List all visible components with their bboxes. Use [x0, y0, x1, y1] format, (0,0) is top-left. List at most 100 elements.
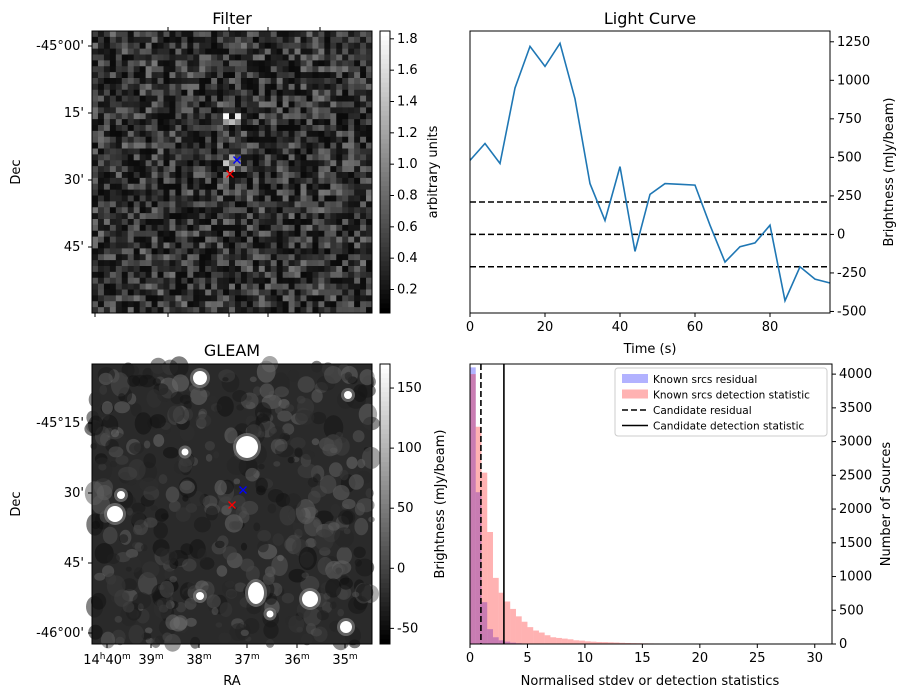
- filter-pixel: [330, 271, 337, 279]
- filter-pixel: [366, 48, 373, 55]
- filter-pixel: [92, 66, 99, 73]
- gleam-noise-blob: [143, 453, 156, 469]
- filter-pixel: [324, 307, 331, 314]
- filter-pixel: [294, 78, 301, 85]
- filter-pixel: [127, 136, 135, 144]
- filter-pixel: [354, 271, 361, 279]
- filter-pixel: [312, 60, 319, 67]
- filter-pixel: [354, 125, 361, 132]
- gleam-noise-blob: [357, 458, 366, 469]
- filter-pixel: [193, 289, 200, 296]
- filter-pixel: [360, 207, 367, 214]
- filter-pixel: [252, 125, 260, 132]
- gleam-noise-blob: [91, 520, 100, 530]
- filter-pixel: [115, 101, 123, 108]
- filter-pixel: [115, 78, 123, 85]
- filter-pixel: [276, 230, 284, 238]
- filter-pixel: [336, 266, 343, 273]
- filter-pixel: [223, 236, 230, 243]
- colorbar-segment: [380, 434, 390, 440]
- filter-pixel: [92, 154, 99, 161]
- gleam-noise-blob: [118, 466, 138, 481]
- filter-pixel: [360, 254, 367, 261]
- filter-pixel: [288, 119, 295, 126]
- filter-pixel: [92, 113, 99, 120]
- filter-pixel: [276, 101, 284, 108]
- filter-pixel: [145, 54, 152, 61]
- colorbar-segment: [380, 466, 390, 472]
- filter-pixel: [300, 148, 307, 155]
- colorbar-segment: [380, 443, 390, 449]
- filter-pixel: [354, 101, 361, 108]
- gleam-noise-blob: [234, 483, 242, 490]
- filter-pixel: [121, 307, 129, 314]
- filter-pixel: [282, 207, 289, 214]
- filter-pixel: [360, 113, 367, 120]
- filter-pixel: [246, 236, 254, 243]
- histogram-plot: 0 5 10 15 20 25 300500100015002000250030003500…: [466, 364, 872, 666]
- filter-pixel: [324, 89, 331, 97]
- colorbar-segment: [380, 574, 390, 580]
- filter-pixel: [211, 266, 218, 273]
- gleam-noise-blob: [114, 615, 123, 623]
- filter-pixel: [282, 60, 289, 67]
- filter-pixel: [258, 283, 266, 290]
- filter-pixel: [336, 295, 343, 302]
- gleam-noise-blob: [243, 618, 260, 634]
- filter-pixel: [133, 295, 141, 302]
- filter-pixel: [193, 242, 200, 249]
- filter-pixel: [270, 266, 278, 273]
- filter-pixel: [330, 189, 337, 196]
- filter-pixel: [354, 236, 361, 243]
- filter-pixel: [193, 160, 200, 167]
- gleam-noise-blob: [158, 474, 168, 485]
- filter-pixel: [258, 54, 266, 61]
- filter-pixel: [252, 207, 260, 214]
- colorbar-segment: [380, 190, 390, 196]
- filter-pixel: [300, 166, 307, 173]
- histogram-bar-detection: [625, 642, 631, 644]
- filter-pixel: [127, 260, 135, 267]
- filter-pixel: [366, 213, 373, 220]
- filter-pixel: [109, 136, 117, 144]
- filter-pixel: [336, 230, 343, 238]
- filter-pixel: [258, 113, 266, 120]
- filter-pixel: [282, 36, 289, 44]
- filter-pixel: [282, 213, 289, 220]
- filter-pixel: [187, 160, 194, 167]
- filter-pixel: [270, 219, 278, 226]
- filter-pixel: [240, 277, 248, 285]
- filter-pixel: [246, 230, 254, 238]
- filter-pixel: [193, 213, 200, 220]
- filter-pixel: [294, 95, 301, 102]
- filter-pixel: [276, 136, 284, 144]
- filter-pixel: [342, 60, 349, 67]
- filter-pixel: [258, 201, 266, 208]
- filter-pixel: [145, 101, 152, 108]
- colorbar-segment: [380, 148, 390, 154]
- gleam-source: [181, 448, 189, 456]
- filter-pixel: [336, 271, 343, 279]
- filter-pixel: [127, 66, 135, 73]
- filter-pixel: [193, 42, 200, 50]
- colorbar-segment: [380, 280, 390, 286]
- filter-pixel: [354, 301, 361, 308]
- colorbar-segment: [380, 499, 390, 505]
- gleam-marker-red-stroke: [228, 501, 236, 509]
- filter-pixel: [270, 142, 278, 149]
- colorbar-tick-label: 0.2: [397, 283, 418, 298]
- filter-pixel: [187, 125, 194, 132]
- filter-pixel: [199, 236, 206, 243]
- filter-pixel: [199, 119, 206, 126]
- filter-pixel: [366, 248, 373, 255]
- filter-pixel: [193, 154, 200, 161]
- gleam-noise-blob: [204, 441, 215, 451]
- filter-pixel: [175, 60, 182, 67]
- filter-pixel: [330, 166, 337, 173]
- filter-pixel: [300, 254, 307, 261]
- filter-pixel: [336, 142, 343, 149]
- filter-pixel: [360, 101, 367, 108]
- filter-pixel: [115, 60, 123, 67]
- filter-pixel: [288, 136, 295, 144]
- filter-pixel: [270, 195, 278, 202]
